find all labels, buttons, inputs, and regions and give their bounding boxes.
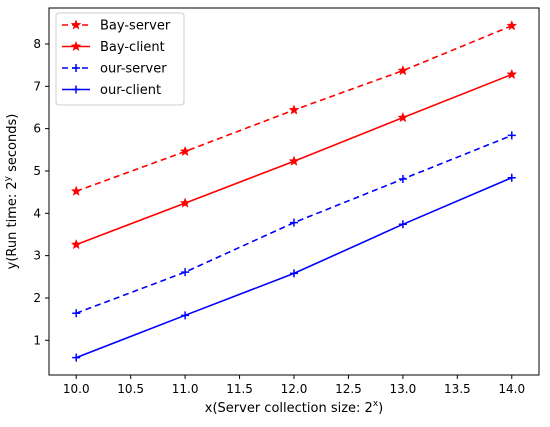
data-point (70, 238, 82, 250)
series-our-server (72, 131, 516, 318)
data-point (397, 64, 409, 76)
y-tick-label: 2 (33, 291, 41, 305)
series-our-client (72, 173, 516, 362)
data-point (181, 268, 190, 277)
x-tick-label: 14.0 (498, 382, 525, 396)
chart-marks (70, 20, 518, 362)
data-point (397, 111, 409, 123)
x-tick-label: 11.5 (226, 382, 253, 396)
y-axis: 1 2 3 4 5 6 7 8 (33, 37, 49, 347)
data-point (288, 104, 300, 115)
y-axis-label-sup: y (3, 175, 13, 181)
data-point (507, 131, 516, 140)
legend-marker (70, 19, 82, 30)
legend-marker (72, 64, 80, 72)
y-tick-label: 7 (33, 79, 41, 93)
y-tick-label: 8 (33, 37, 41, 51)
y-axis-label: y(Run time: 2y seconds) (3, 114, 20, 270)
legend-item: Bay-server (62, 19, 171, 34)
legend-label: our-client (100, 83, 161, 98)
legend-marker (70, 40, 82, 52)
data-point (290, 269, 298, 278)
data-point (70, 185, 82, 196)
legend-label: our-server (100, 62, 167, 77)
legend-item: our-client (62, 83, 161, 98)
series-line (75, 177, 513, 359)
x-axis-label-end: ) (378, 401, 383, 416)
x-tick-label: 12.5 (335, 382, 362, 396)
legend-label: Bay-server (100, 19, 171, 34)
x-tick-label: 10.0 (63, 382, 90, 396)
legend-box (55, 12, 185, 106)
x-tick-label: 10.5 (117, 382, 144, 396)
data-point (398, 220, 407, 229)
y-tick-label: 6 (33, 122, 41, 136)
x-axis-label: x(Server collection size: 2x) (205, 399, 383, 416)
legend-item: our-server (62, 62, 167, 77)
series-Bay-server (70, 20, 518, 196)
y-tick-label: 1 (33, 333, 41, 347)
data-point (179, 197, 191, 208)
x-axis-label-text: x(Server collection size: 2 (205, 401, 373, 416)
data-point (506, 20, 518, 31)
data-point (398, 175, 407, 184)
data-point (179, 145, 191, 157)
data-point (72, 309, 81, 318)
data-point (72, 353, 81, 362)
series-Bay-client (70, 68, 518, 250)
x-tick-label: 13.0 (390, 382, 417, 396)
legend-item: Bay-client (62, 40, 165, 55)
x-tick-label: 12.0 (281, 382, 308, 396)
x-tick-label: 11.0 (172, 382, 199, 396)
x-axis: 10.0 10.5 11.0 11.5 12.0 12.5 13.0 13.5 14.0 (63, 375, 525, 396)
data-point (506, 68, 518, 80)
y-axis-label-end: seconds) (5, 114, 20, 176)
y-tick-label: 5 (33, 164, 41, 178)
x-axis-label-sup: x (373, 399, 379, 409)
y-tick-label: 4 (33, 206, 41, 220)
legend-label: Bay-client (100, 40, 165, 55)
x-tick-label: 13.5 (444, 382, 471, 396)
y-axis-label-text: y(Run time: 2 (5, 181, 20, 269)
data-point (181, 311, 190, 320)
data-point (507, 173, 516, 182)
legend-marker (72, 85, 80, 94)
legend: Bay-server Bay-client our-server our-client (55, 12, 185, 106)
data-point (288, 155, 300, 166)
data-point (290, 218, 298, 227)
y-tick-label: 3 (33, 249, 41, 263)
